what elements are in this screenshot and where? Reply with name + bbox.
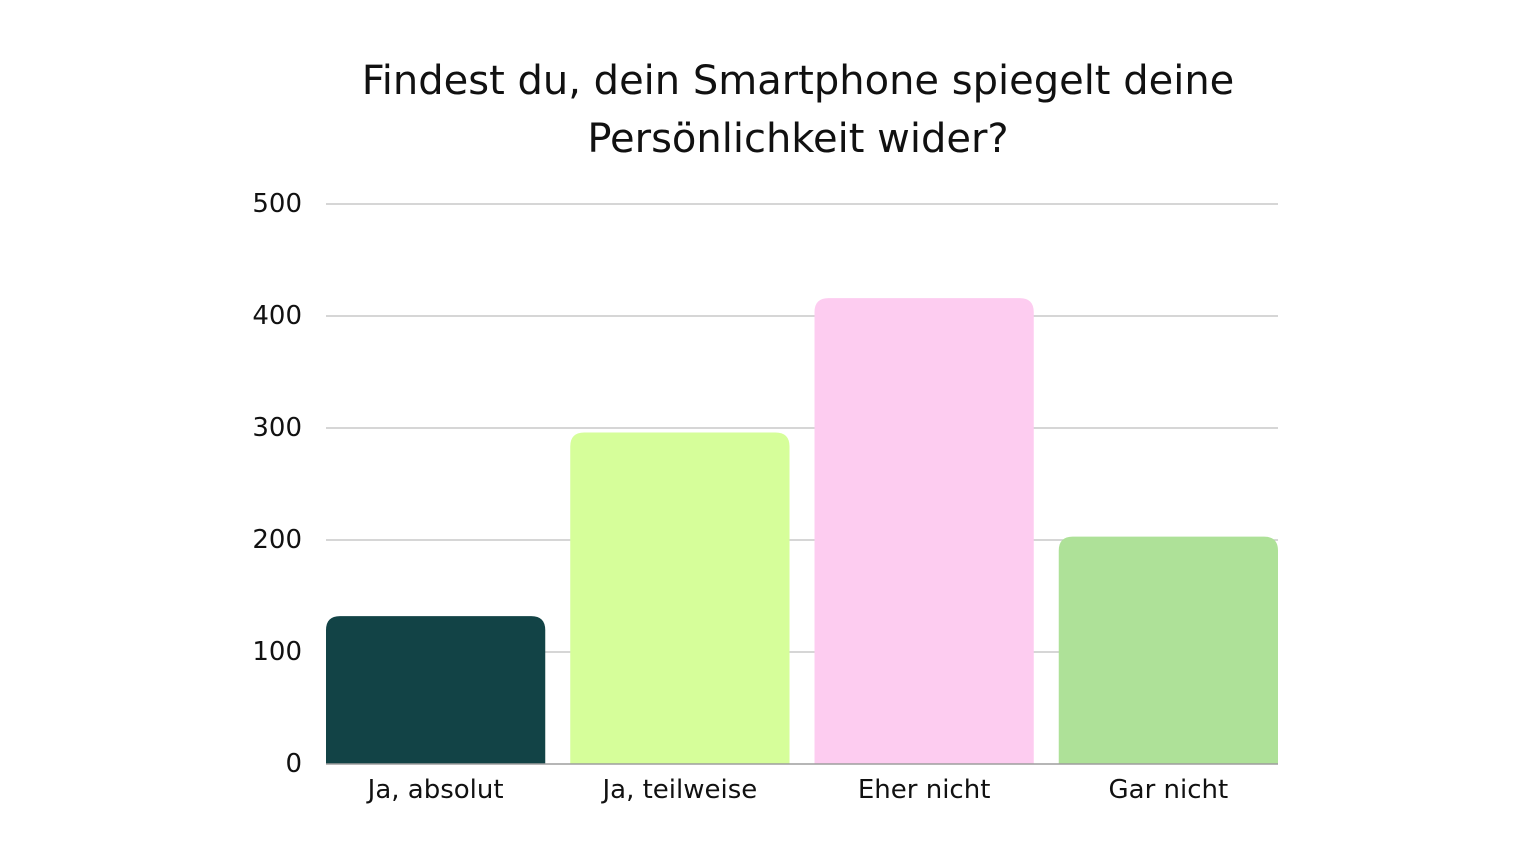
x-category-label: Ja, teilweise bbox=[600, 775, 757, 805]
bars bbox=[326, 298, 1278, 764]
x-category-label: Ja, absolut bbox=[366, 775, 504, 805]
y-tick-label-500: 500 bbox=[252, 189, 302, 219]
labels: 0 100 200 300 400 500 Ja, absolut Ja, teilweise… bbox=[252, 189, 1228, 805]
y-tick-label-100: 100 bbox=[252, 637, 302, 667]
bar-gar-nicht bbox=[1058, 536, 1278, 764]
bar-ja-absolut bbox=[326, 616, 546, 764]
y-tick-label-0: 0 bbox=[285, 749, 302, 779]
chart-title-line-2: Persönlichkeit wider? bbox=[587, 116, 1009, 162]
y-tick-label-200: 200 bbox=[252, 525, 302, 555]
chart-title: Findest du, dein Smartphone spiegelt dei… bbox=[0, 52, 1538, 168]
y-tick-label-300: 300 bbox=[252, 413, 302, 443]
x-category-label: Gar nicht bbox=[1109, 775, 1229, 805]
bar-ja-teilweise bbox=[570, 432, 790, 764]
y-tick-label-400: 400 bbox=[252, 301, 302, 331]
chart-title-line-1: Findest du, dein Smartphone spiegelt dei… bbox=[361, 58, 1235, 104]
x-category-label: Eher nicht bbox=[858, 775, 991, 805]
bar-eher-nicht bbox=[814, 298, 1034, 764]
